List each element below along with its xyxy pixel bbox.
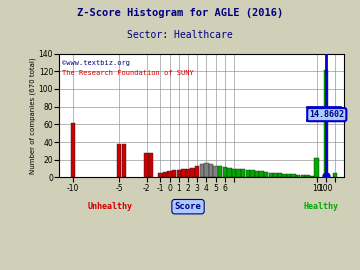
Bar <box>273 173 278 177</box>
Bar <box>255 171 259 177</box>
Bar <box>269 173 273 177</box>
Bar <box>149 153 153 177</box>
Bar <box>209 164 213 177</box>
Bar <box>237 168 241 177</box>
Bar <box>264 172 268 177</box>
Bar <box>181 170 186 177</box>
Bar <box>250 170 255 177</box>
Bar <box>333 173 337 177</box>
Bar <box>158 173 163 177</box>
Bar <box>122 144 126 177</box>
Text: Unhealthy: Unhealthy <box>87 202 132 211</box>
Bar <box>195 166 199 177</box>
Bar <box>186 168 190 177</box>
Text: ©www.textbiz.org: ©www.textbiz.org <box>62 60 130 66</box>
Bar <box>177 170 181 177</box>
Bar <box>71 123 75 177</box>
Bar <box>117 144 121 177</box>
Bar <box>246 170 250 177</box>
Bar <box>222 167 227 177</box>
Bar <box>199 164 204 177</box>
Bar <box>314 158 319 177</box>
Bar <box>144 153 149 177</box>
Bar <box>282 174 287 177</box>
Bar <box>167 171 172 177</box>
Bar <box>218 166 222 177</box>
Bar <box>213 166 218 177</box>
Bar <box>287 174 291 177</box>
Bar <box>163 172 167 177</box>
Text: Score: Score <box>175 202 202 211</box>
Bar <box>305 175 310 177</box>
Bar <box>172 170 176 177</box>
Bar <box>190 168 195 177</box>
Y-axis label: Number of companies (670 total): Number of companies (670 total) <box>30 57 36 174</box>
Bar <box>301 175 305 177</box>
Bar <box>292 174 296 177</box>
Bar <box>204 163 208 177</box>
Bar <box>232 168 236 177</box>
Bar <box>324 69 328 177</box>
Bar <box>296 175 301 177</box>
Text: 14.8602: 14.8602 <box>309 110 344 119</box>
Bar <box>278 173 282 177</box>
Text: Z-Score Histogram for AGLE (2016): Z-Score Histogram for AGLE (2016) <box>77 8 283 18</box>
Text: Sector: Healthcare: Sector: Healthcare <box>127 30 233 40</box>
Text: Healthy: Healthy <box>304 202 339 211</box>
Bar <box>259 171 264 177</box>
Bar <box>227 168 231 177</box>
Bar <box>310 176 314 177</box>
Bar <box>241 170 246 177</box>
Text: The Research Foundation of SUNY: The Research Foundation of SUNY <box>62 69 194 76</box>
